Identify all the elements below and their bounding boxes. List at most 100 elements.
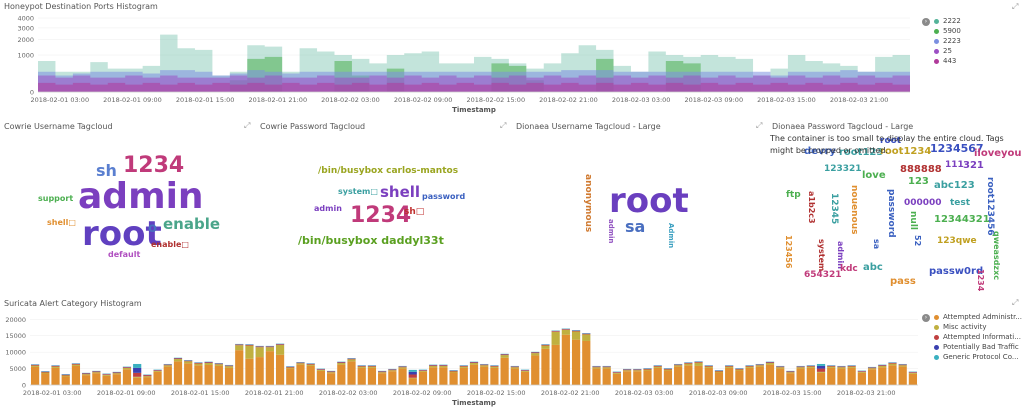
tag-dionaea-pass[interactable]: 123qwe <box>937 236 977 246</box>
tag-cowrie-pass[interactable]: /bin/busybox carlos-mantos <box>318 166 459 176</box>
tag-dionaea-pass[interactable]: kdc <box>840 264 858 274</box>
suricata-bar-segment <box>857 371 866 373</box>
suricata-bar-segment <box>571 339 581 385</box>
honeypot-legend-item[interactable]: 25 <box>934 46 961 56</box>
tag-cowrie-user[interactable]: admin <box>78 176 204 217</box>
tag-dionaea-user[interactable]: admin <box>607 219 615 244</box>
tag-dionaea-pass[interactable]: devry <box>804 146 836 157</box>
tag-dionaea-pass[interactable]: iloveyou <box>974 148 1022 159</box>
honeypot-legend-item[interactable]: 443 <box>934 56 961 66</box>
honeypot-xtick-label: 2018-02-02 09:00 <box>394 96 453 104</box>
tag-dionaea-pass[interactable]: 123456 <box>784 235 793 269</box>
tag-dionaea-pass[interactable]: root123 <box>839 147 884 158</box>
suricata-legend-item[interactable]: Attempted Informati... <box>934 332 1022 342</box>
honeypot-xtick-label: 2018-02-01 09:00 <box>103 96 162 104</box>
tag-dionaea-pass[interactable]: nouenous <box>849 185 859 235</box>
tag-dionaea-pass[interactable]: love <box>862 170 886 181</box>
tag-cowrie-user[interactable]: support <box>38 194 74 203</box>
tag-dionaea-pass[interactable]: 1234 <box>976 269 985 292</box>
tag-cowrie-user[interactable]: enable <box>163 215 221 233</box>
honeypot-expand-icon[interactable]: ⤢ <box>1012 2 1019 11</box>
tag-cowrie-user[interactable]: enable□ <box>151 240 189 249</box>
suricata-bar-segment <box>133 367 142 373</box>
tag-cowrie-user[interactable]: shell□ <box>47 218 76 227</box>
tag-dionaea-pass[interactable]: passw0rd <box>929 266 984 277</box>
tag-dionaea-pass[interactable]: 321 <box>963 160 984 171</box>
suricata-legend-item[interactable]: Potentially Bad Traffic <box>934 342 1022 352</box>
suricata-bar-segment <box>439 365 448 366</box>
tag-dionaea-pass[interactable]: 123321 <box>824 164 862 174</box>
tag-dionaea-user[interactable]: sa <box>625 217 646 236</box>
suricata-bar-segment <box>235 345 244 351</box>
tag-cowrie-pass[interactable]: /bin/busybox daddyl33t <box>298 234 444 247</box>
tag-dionaea-pass[interactable]: 52 <box>913 235 922 247</box>
honeypot-xaxis-title: Timestamp <box>452 106 496 114</box>
suricata-bar-segment <box>888 363 897 366</box>
tag-cowrie-user[interactable]: o <box>148 221 157 236</box>
tag-dionaea-pass[interactable]: pass <box>890 276 916 287</box>
tag-cowrie-user[interactable]: default <box>108 250 141 259</box>
suricata-bar-segment <box>133 377 142 385</box>
tag-dionaea-pass[interactable]: 111 <box>945 160 964 170</box>
cowrie-username-expand-icon[interactable]: ⤢ <box>244 121 251 130</box>
suricata-legend-item[interactable]: Attempted Administr... <box>934 312 1022 322</box>
honeypot-legend-item[interactable]: 5900 <box>934 26 961 36</box>
legend-dot-icon <box>934 344 939 350</box>
honeypot-legend-item[interactable]: 2222 <box>934 16 961 26</box>
tag-dionaea-pass[interactable]: abc123 <box>934 180 975 191</box>
suricata-legend-item[interactable]: Generic Protocol Co... <box>934 352 1022 362</box>
tag-dionaea-pass[interactable]: test <box>950 198 971 208</box>
tag-dionaea-user[interactable]: Admin <box>667 223 675 249</box>
tag-cowrie-pass[interactable]: password <box>422 192 466 201</box>
tag-dionaea-user[interactable]: anonymous <box>583 174 593 233</box>
tag-cowrie-pass[interactable]: 1234 <box>350 203 412 228</box>
suricata-bar-segment <box>867 369 877 385</box>
suricata-legend-toggle-icon[interactable]: › <box>922 314 930 322</box>
tag-dionaea-pass[interactable]: system <box>817 239 826 272</box>
suricata-bar-segment <box>653 366 662 368</box>
suricata-expand-icon[interactable]: ⤢ <box>1012 298 1019 307</box>
tag-dionaea-pass[interactable]: root123456 <box>985 177 995 236</box>
suricata-bar-segment <box>204 362 213 365</box>
tag-cowrie-pass[interactable]: sh□ <box>404 207 425 217</box>
cowrie-password-panel: Cowrie Password Tagcloud ⤢ /bin/busybox … <box>256 119 511 294</box>
tag-dionaea-pass[interactable]: root <box>880 136 902 146</box>
cowrie-password-expand-icon[interactable]: ⤢ <box>500 121 507 130</box>
legend-dot-icon <box>934 314 939 320</box>
suricata-bar-segment <box>449 371 458 373</box>
tag-dionaea-user[interactable]: root <box>609 181 689 221</box>
tag-cowrie-user[interactable]: 1234 <box>123 153 185 178</box>
tag-cowrie-user[interactable]: root <box>82 214 162 254</box>
tag-dionaea-pass[interactable]: 12344321 <box>934 214 990 225</box>
tag-dionaea-pass[interactable]: ftp <box>786 190 801 200</box>
tag-dionaea-pass[interactable]: root1234 <box>880 146 932 157</box>
tag-dionaea-pass[interactable]: 654321 <box>804 270 842 280</box>
suricata-bar-segment <box>867 367 877 369</box>
tag-dionaea-pass[interactable]: 123 <box>908 176 929 187</box>
tag-dionaea-pass[interactable]: 888888 <box>900 164 942 175</box>
tag-dionaea-pass[interactable]: a1b2c3 <box>807 191 816 224</box>
tag-cowrie-user[interactable]: sh <box>96 161 117 180</box>
tag-dionaea-pass[interactable]: 000000 <box>904 198 942 208</box>
tag-dionaea-pass[interactable]: null <box>908 211 918 230</box>
legend-label: 25 <box>943 47 952 55</box>
suricata-bar-segment <box>745 365 754 367</box>
tag-cowrie-pass[interactable]: system□ <box>338 187 378 196</box>
tag-dionaea-pass[interactable]: qweasdzxc <box>992 231 1001 280</box>
legend-dot-icon <box>934 38 939 44</box>
honeypot-legend-item[interactable]: 2223 <box>934 36 961 46</box>
suricata-bar-segment <box>408 374 417 378</box>
honeypot-title: Honeypot Destination Ports Histogram <box>4 2 158 11</box>
tag-dionaea-pass[interactable]: password <box>886 189 896 238</box>
suricata-legend-item[interactable]: Misc activity <box>934 322 1022 332</box>
honeypot-legend-toggle-icon[interactable]: › <box>922 18 930 26</box>
dionaea-username-expand-icon[interactable]: ⤢ <box>756 121 763 130</box>
tag-cowrie-pass[interactable]: admin <box>314 204 342 213</box>
suricata-bar-segment <box>816 368 826 372</box>
tag-dionaea-pass[interactable]: sa <box>872 239 881 250</box>
tag-dionaea-pass[interactable]: 1234567 <box>930 142 984 155</box>
tag-dionaea-pass[interactable]: abc <box>863 262 883 273</box>
suricata-bar-segment <box>61 375 70 377</box>
tag-cowrie-pass[interactable]: shell <box>380 183 421 201</box>
tag-dionaea-pass[interactable]: 12345 <box>829 193 839 225</box>
